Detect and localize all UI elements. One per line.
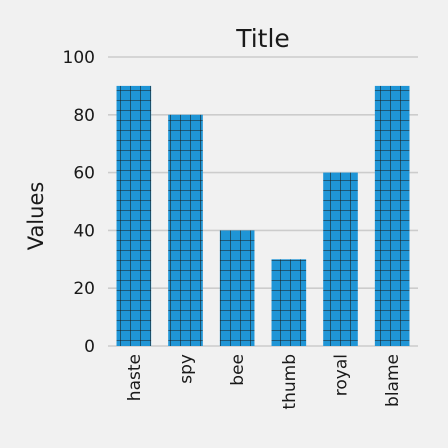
bars (116, 85, 410, 347)
bar-blame (374, 85, 410, 347)
x-tick-label: blame (383, 354, 403, 407)
y-axis-title: Values (24, 182, 48, 251)
x-tick-label: spy (177, 354, 197, 384)
y-tick-label: 100 (63, 48, 95, 68)
y-tick-label: 0 (84, 337, 95, 357)
x-tick-labels: haste spy bee thumb royal blame (125, 354, 403, 410)
x-tick-label: bee (228, 354, 248, 386)
bar-thumb (271, 259, 307, 346)
bar-spy (168, 114, 203, 346)
y-tick-labels: 0 20 40 60 80 100 (63, 48, 95, 357)
chart-title: Title (235, 24, 290, 53)
gridlines (108, 56, 418, 347)
bar-bee (219, 230, 255, 346)
bar-royal (323, 172, 358, 346)
y-tick-label: 20 (73, 279, 95, 299)
y-tick-label: 40 (73, 221, 95, 241)
x-tick-label: royal (332, 354, 352, 396)
x-tick-label: haste (125, 354, 145, 401)
x-tick-label: thumb (280, 354, 300, 410)
y-tick-label: 60 (73, 164, 95, 184)
bar-haste (116, 85, 152, 347)
y-tick-label: 80 (73, 106, 95, 126)
